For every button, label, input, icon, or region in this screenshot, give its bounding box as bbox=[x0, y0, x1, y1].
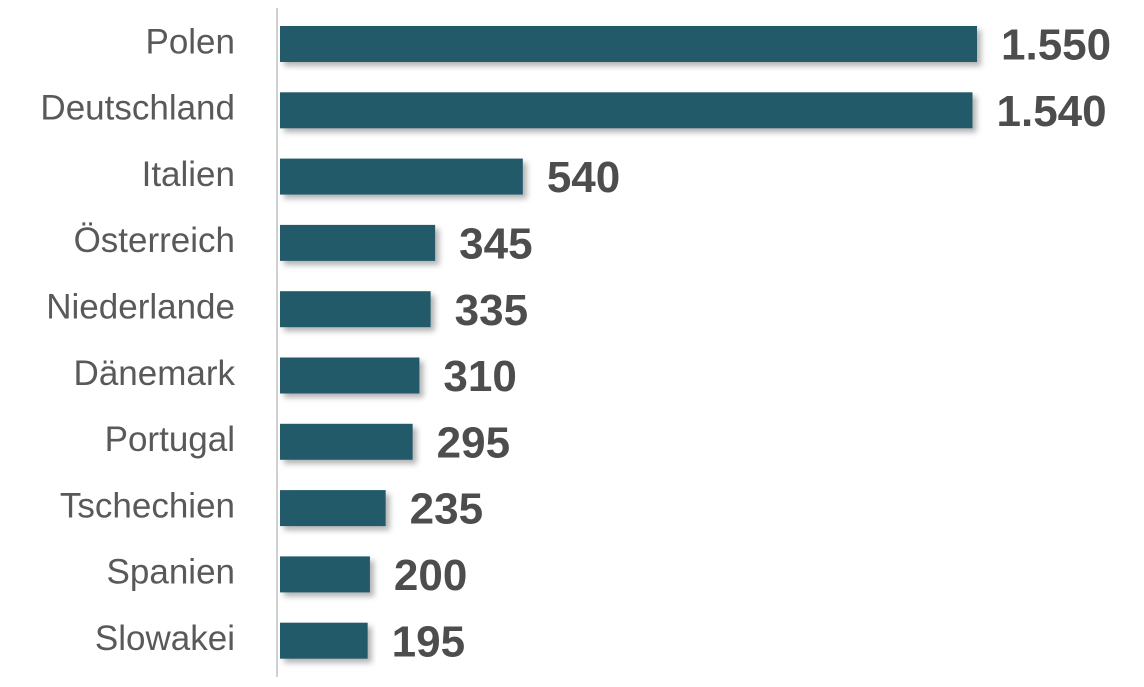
bar bbox=[280, 291, 431, 328]
bar bbox=[280, 357, 420, 394]
value-label: 1.540 bbox=[997, 87, 1107, 136]
value-label: 540 bbox=[547, 153, 620, 202]
category-label: Polen bbox=[145, 22, 235, 61]
bar bbox=[280, 92, 973, 129]
category-label: Deutschland bbox=[40, 89, 235, 128]
category-label: Slowakei bbox=[95, 619, 235, 658]
bar bbox=[280, 622, 368, 659]
bar bbox=[280, 158, 523, 195]
category-label: Spanien bbox=[107, 553, 235, 592]
category-label: Tschechien bbox=[60, 486, 235, 525]
bar bbox=[280, 556, 370, 593]
value-label: 200 bbox=[394, 551, 467, 600]
bar bbox=[280, 26, 977, 62]
value-label: 345 bbox=[459, 220, 532, 269]
category-label: Niederlande bbox=[46, 287, 235, 326]
value-label: 235 bbox=[410, 485, 483, 534]
value-label: 295 bbox=[437, 418, 510, 467]
category-label: Italien bbox=[142, 155, 235, 194]
value-label: 195 bbox=[392, 617, 465, 666]
bar bbox=[280, 224, 436, 261]
value-label: 335 bbox=[455, 286, 528, 335]
bar bbox=[280, 490, 386, 527]
value-label: 1.550 bbox=[1001, 21, 1111, 70]
category-label: Österreich bbox=[74, 221, 235, 260]
bar bbox=[280, 423, 413, 460]
category-label: Dänemark bbox=[74, 354, 236, 393]
category-label: Portugal bbox=[105, 420, 235, 459]
value-label: 310 bbox=[443, 352, 516, 401]
